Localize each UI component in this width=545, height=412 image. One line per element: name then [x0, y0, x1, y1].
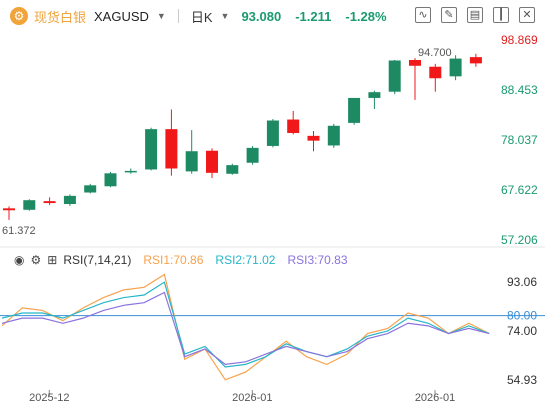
- add-indicator-icon[interactable]: ⊞: [47, 253, 58, 267]
- candle-body: [3, 208, 15, 211]
- price-axis-tick-label: 88.453: [501, 83, 538, 97]
- settings-icon[interactable]: ⚙: [30, 253, 42, 267]
- chart-header: ⚙ 现货白银 XAGUSD ▼ 日K ▼ 93.080 -1.211 -1.28…: [0, 0, 545, 32]
- lock-icon[interactable]: ▤: [467, 7, 483, 23]
- candle-body: [246, 147, 259, 163]
- candle-body: [368, 92, 381, 98]
- candle-body: [185, 151, 198, 172]
- candle-body: [124, 170, 137, 173]
- rsi-axis-tick-label: 93.06: [507, 275, 537, 289]
- rsi-axis-tick-label: 54.93: [507, 373, 537, 387]
- candle-body: [266, 120, 279, 146]
- rsi-series-rsi3: [1, 291, 490, 366]
- price-change: -1.211: [295, 8, 332, 24]
- draw-tool-icon[interactable]: ✎: [441, 7, 457, 23]
- candle-body: [287, 119, 300, 133]
- price-axis-tick-label: 67.622: [501, 183, 538, 197]
- price-axis-tick-label: 57.206: [501, 233, 538, 247]
- symbol-name[interactable]: 现货白银: [34, 9, 87, 25]
- candle-body: [469, 57, 482, 64]
- rsi-series-rsi1: [1, 273, 490, 381]
- period-selector[interactable]: 日K: [190, 9, 213, 25]
- candle-body: [145, 129, 158, 170]
- rsi-reference-label: 80.00: [507, 309, 537, 323]
- candle-body: [23, 200, 36, 210]
- rsi-axis-tick-label: 74.00: [507, 324, 537, 338]
- period-chevron-down-icon[interactable]: ▼: [220, 11, 230, 21]
- close-icon[interactable]: ✕: [519, 7, 535, 23]
- candle-body: [43, 201, 56, 204]
- price-axis-tick-label: 78.037: [501, 133, 538, 147]
- candle-body: [409, 60, 421, 66]
- price-axis-tick-label: 98.869: [501, 33, 538, 47]
- symbol-code[interactable]: XAGUSD: [94, 8, 149, 24]
- candle-body: [104, 173, 117, 187]
- candle-body: [206, 150, 218, 173]
- rsi3-value: RSI3:70.83: [287, 253, 348, 267]
- price-change-percent: -1.28%: [345, 8, 387, 24]
- indicator-name[interactable]: RSI(7,14,21): [63, 253, 132, 267]
- candle-body: [307, 135, 320, 141]
- candle-body: [63, 195, 76, 205]
- indicator-legend: ◉ ⚙ ⊞ RSI(7,14,21) RSI1:70.86 RSI2:71.02…: [14, 253, 348, 267]
- x-axis-tick-label: 2026-01: [415, 392, 455, 404]
- x-axis-tick-label: 2025-12: [29, 392, 69, 404]
- eye-icon[interactable]: ◉: [14, 253, 25, 267]
- high-price-label: 94.700: [418, 47, 452, 59]
- candle-body: [388, 60, 401, 92]
- rsi-series-rsi2: [1, 281, 490, 368]
- divider: [177, 9, 179, 23]
- candle-body: [226, 165, 239, 174]
- candle-body: [327, 125, 340, 146]
- silver-logo-icon: ⚙: [10, 7, 28, 25]
- bar-style-icon[interactable]: ┃: [493, 7, 509, 23]
- low-price-label: 61.372: [2, 225, 36, 237]
- chevron-down-icon[interactable]: ▼: [156, 11, 166, 21]
- candle-body: [165, 129, 178, 169]
- line-tool-icon[interactable]: ∿: [415, 7, 431, 23]
- candle-body: [449, 58, 462, 77]
- x-axis-tick-label: 2026-01: [232, 392, 272, 404]
- last-price: 93.080: [241, 8, 282, 24]
- candle-body: [429, 66, 442, 79]
- rsi2-value: RSI2:71.02: [215, 253, 276, 267]
- candle-body: [84, 185, 97, 193]
- candle-body: [348, 97, 361, 123]
- rsi1-value: RSI1:70.86: [143, 253, 204, 267]
